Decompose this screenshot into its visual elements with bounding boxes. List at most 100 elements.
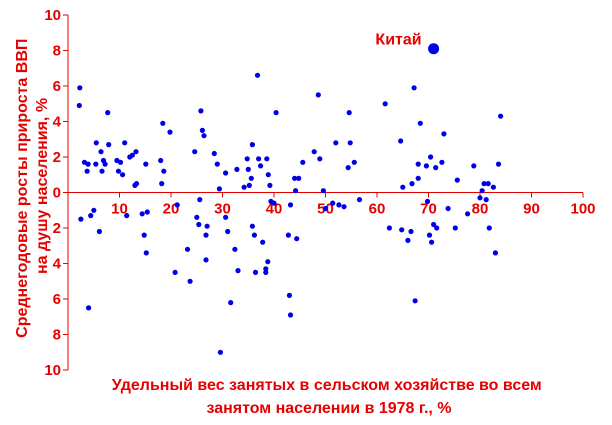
data-point [196,221,202,228]
data-point [78,216,84,222]
annotation-china: Китай [375,32,421,49]
data-point [471,163,477,169]
data-point [93,161,99,167]
data-point [292,175,298,181]
data-point [300,159,306,165]
data-point [197,197,203,203]
data-point [84,168,90,174]
data-point [356,197,363,203]
data-point [415,175,421,181]
data-point [159,181,165,187]
data-point [201,133,207,139]
data-point [124,213,130,219]
data-point [93,140,99,146]
y-tick-label: 6 [53,78,61,95]
data-point [184,246,191,252]
data-point [481,181,487,187]
data-point [287,312,294,318]
data-point [336,202,342,208]
data-point [311,149,317,155]
data-point [117,159,124,165]
data-point [77,85,83,91]
data-point [234,166,240,172]
data-point [249,142,255,148]
data-point [115,168,122,174]
data-point [411,85,417,91]
data-point [98,149,104,155]
x-axis-label: Удельный вес занятых в сельском хозяйств… [112,377,546,417]
data-point [192,149,198,155]
data-point [320,188,326,194]
data-point [273,110,279,116]
data-point [293,188,299,194]
x-tick-label: 80 [472,201,489,218]
data-point [386,225,392,231]
data-point [417,120,423,126]
data-point [267,182,273,188]
data-point [199,127,205,133]
data-point [91,207,97,213]
data-point [434,225,440,231]
data-point [245,166,251,172]
data-point [105,110,111,116]
data-point [405,237,411,243]
data-point [203,232,209,238]
y-tick-label: 6 [53,291,61,308]
data-point [141,232,147,238]
data-point [139,211,145,217]
data-point [143,161,149,167]
data-point [408,228,414,235]
data-point [495,161,502,167]
data-point [431,221,437,228]
data-point [415,161,421,167]
data-point [133,181,140,187]
data-point [286,292,292,298]
x-tick-label: 90 [523,201,540,218]
data-point [217,349,223,355]
data-point [346,110,352,116]
data-point [345,165,351,171]
y-tick-label: 2 [53,149,61,166]
data-point [490,184,496,190]
x-tick-label: 10 [111,201,128,218]
data-point [400,184,406,190]
data-point [429,239,435,245]
data-point [172,269,178,275]
data-point [317,156,323,162]
y-axis-label: Среднегодовые росты прироста ВВП на душу… [14,34,51,338]
y-tick-label: 10 [44,362,61,379]
data-point [204,223,210,229]
y-axis-label-line-2: на душу населения, % [34,98,51,274]
data-point [287,202,294,208]
data-point [211,150,217,157]
data-point [228,300,234,306]
x-tick-labels: 102030405060708090100 [111,192,596,218]
data-point [225,228,231,235]
x-axis-label-line-1: Удельный вес занятых в сельском хозяйств… [112,377,542,394]
data-point [423,163,429,169]
data-point [102,161,108,167]
data-point [241,184,247,190]
data-point [263,266,269,272]
data-point [333,140,339,146]
data-points [76,72,504,355]
data-point [223,214,229,220]
data-point [160,120,166,126]
data-point [249,223,255,229]
data-point [214,161,220,167]
data-point [265,259,271,265]
data-point [248,175,254,181]
y-tick-label: 0 [53,185,61,202]
data-point [492,250,498,256]
x-tick-label: 70 [420,201,437,218]
data-point [322,205,329,212]
data-point [486,225,492,231]
highlight-point-china [428,43,440,55]
data-point [144,209,150,215]
data-point [203,257,209,263]
data-point [296,175,302,181]
data-point [347,140,353,146]
data-point [198,108,204,114]
data-point [294,236,300,242]
y-tick-label: 10 [44,7,61,24]
